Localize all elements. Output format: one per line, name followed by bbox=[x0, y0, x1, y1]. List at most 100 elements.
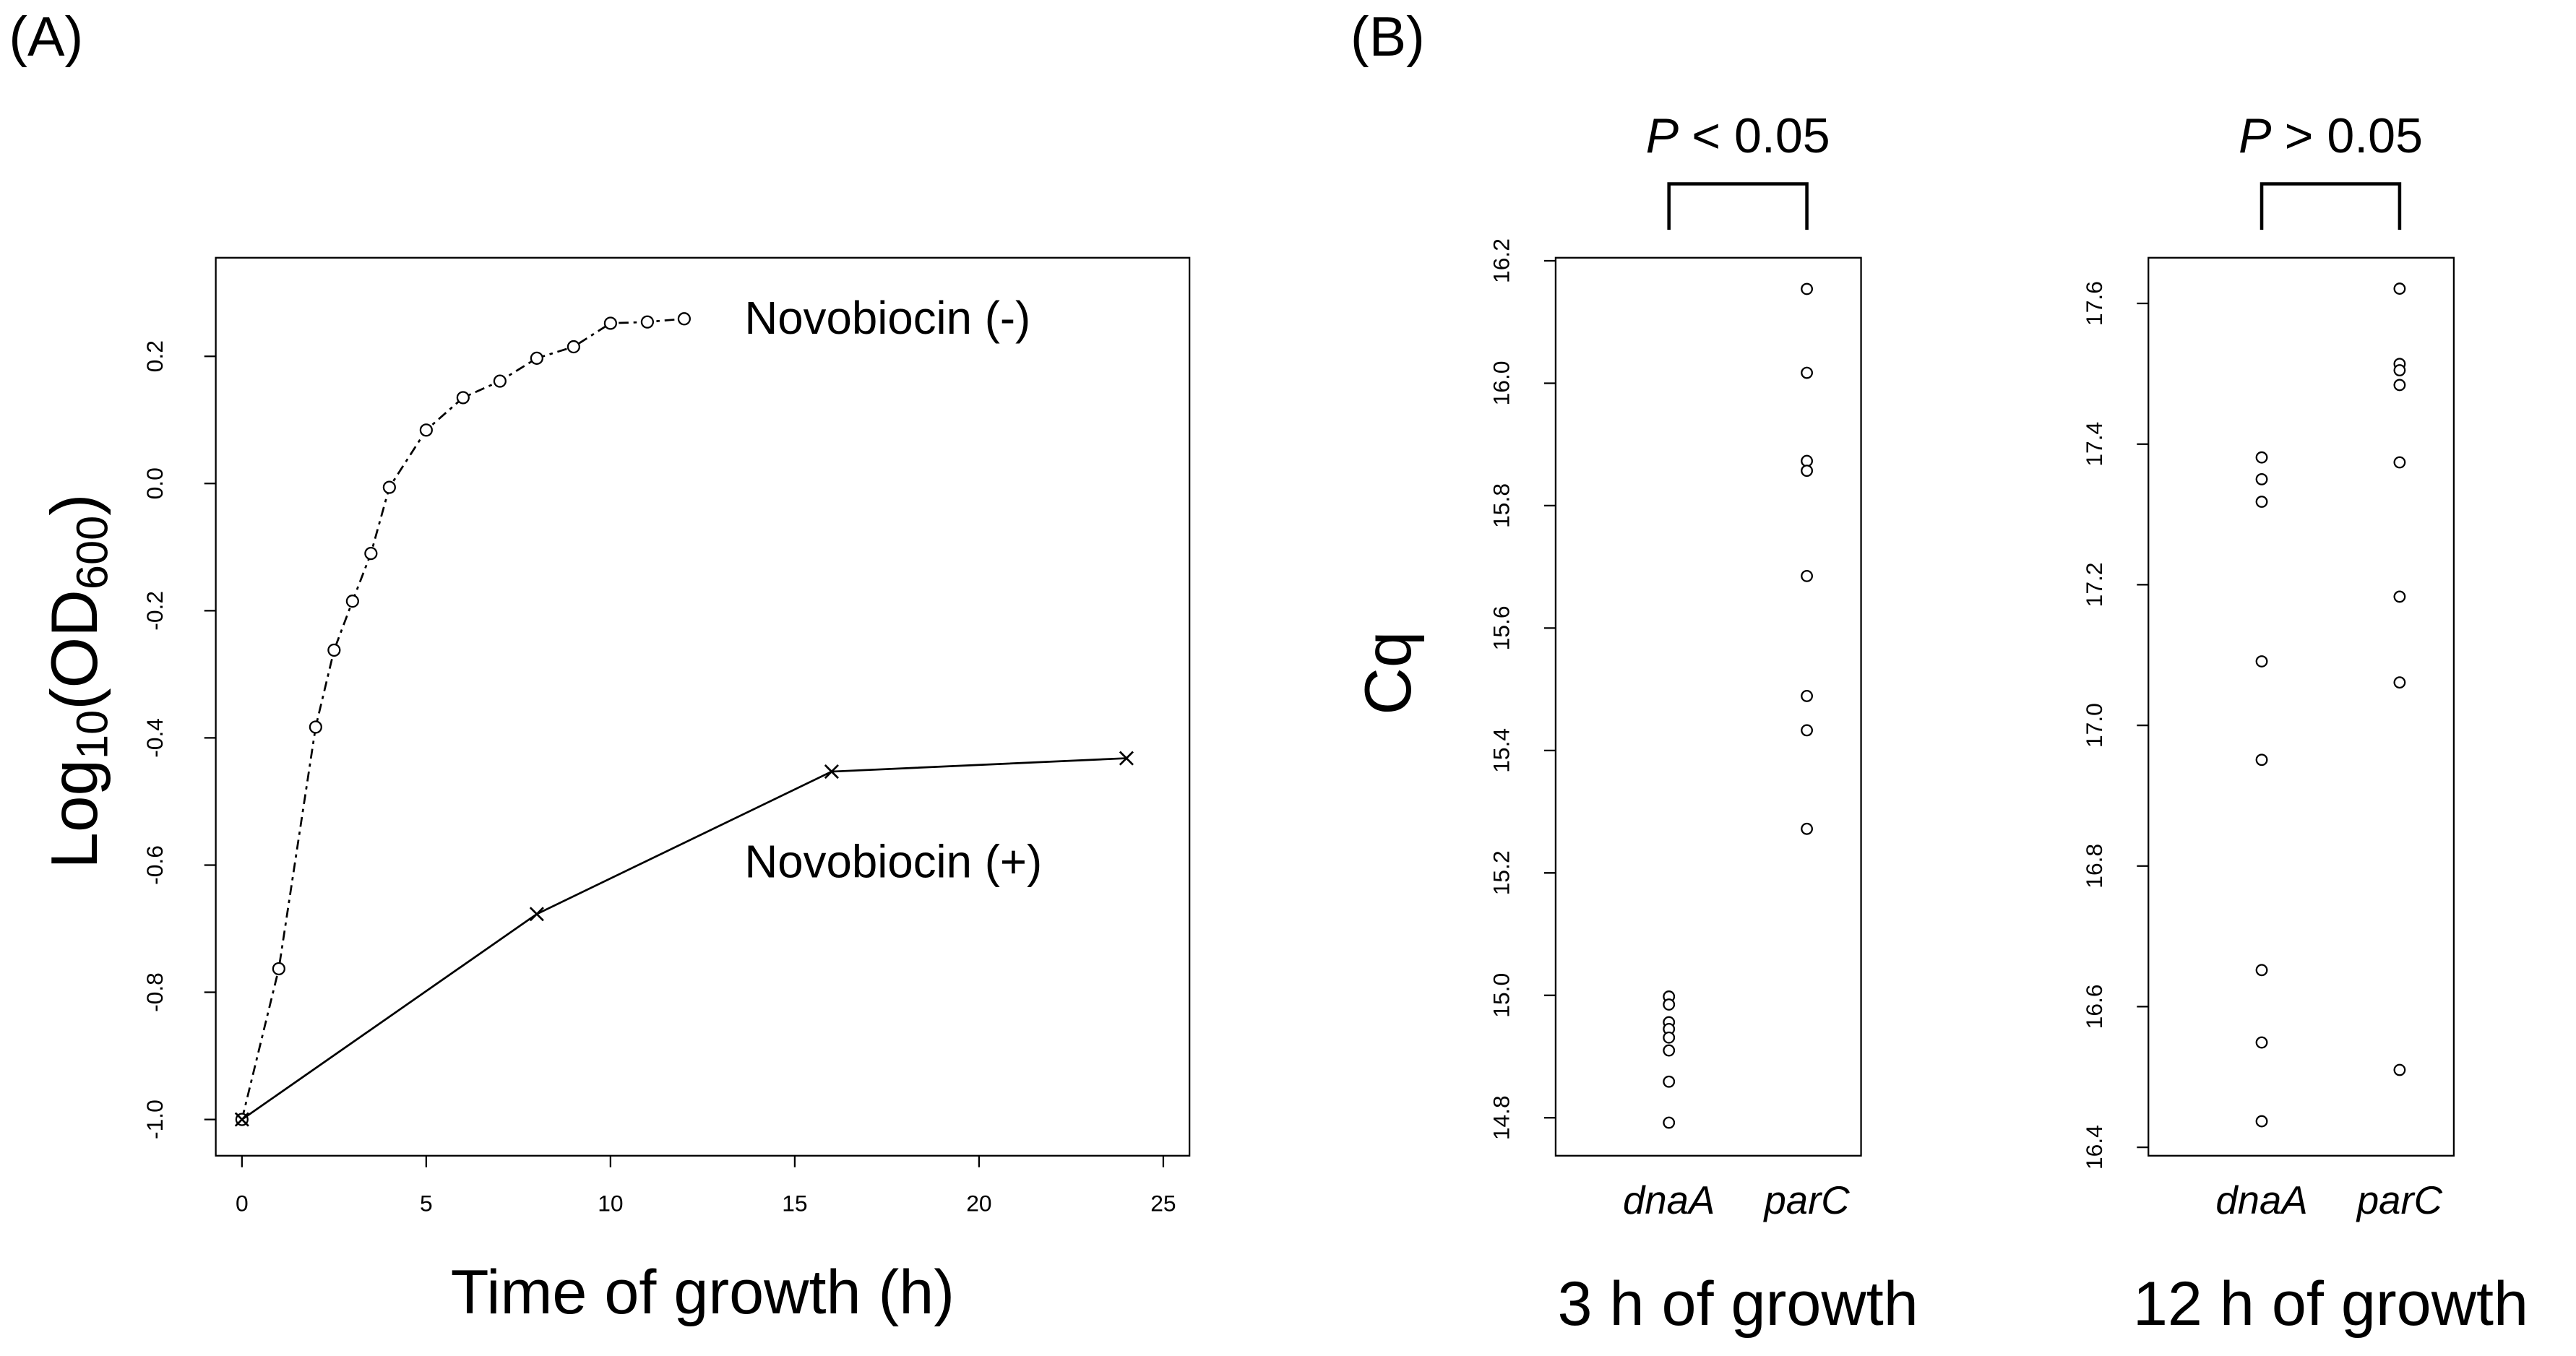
marker bbox=[677, 312, 691, 326]
marker bbox=[530, 351, 543, 365]
marker bbox=[272, 962, 285, 976]
point bbox=[1801, 282, 1813, 295]
point bbox=[1801, 724, 1813, 737]
point bbox=[2255, 753, 2268, 766]
marker bbox=[1119, 751, 1134, 766]
annotation-p: P bbox=[1646, 108, 1679, 163]
y-tick-label: 16.8 bbox=[2081, 844, 2107, 889]
point bbox=[2393, 676, 2406, 689]
y-tick-label: -0.4 bbox=[142, 718, 168, 758]
point bbox=[1801, 465, 1813, 478]
y-tick-label: 14.8 bbox=[1489, 1095, 1515, 1140]
point bbox=[1663, 998, 1676, 1011]
x-tick-label: 5 bbox=[420, 1190, 433, 1216]
y-axis-label-part: 600 bbox=[68, 516, 118, 590]
marker bbox=[382, 480, 396, 494]
point bbox=[2255, 1036, 2268, 1049]
x-tick-label: 10 bbox=[598, 1190, 623, 1216]
marker bbox=[529, 907, 544, 922]
point bbox=[2255, 472, 2268, 485]
marker bbox=[234, 1112, 249, 1127]
point bbox=[2393, 456, 2406, 469]
point bbox=[2393, 282, 2406, 295]
x-tick-label: 20 bbox=[966, 1190, 991, 1216]
series-label: Novobiocin (+) bbox=[744, 836, 1042, 887]
point bbox=[2255, 496, 2268, 508]
point bbox=[2393, 364, 2406, 376]
annotation: P < 0.05 bbox=[1646, 108, 1830, 163]
plot-box bbox=[2148, 256, 2455, 1157]
point bbox=[2255, 451, 2268, 464]
annotation-p: P bbox=[2239, 108, 2272, 163]
point bbox=[2255, 655, 2268, 668]
y-tick-label: 0.2 bbox=[142, 340, 168, 372]
x-tick-label: 15 bbox=[782, 1190, 807, 1216]
point bbox=[1801, 366, 1813, 379]
point bbox=[1663, 1044, 1676, 1057]
panel-label: (A) bbox=[9, 6, 83, 68]
y-axis-label: Cq bbox=[1352, 631, 1425, 715]
y-tick-label: 16.4 bbox=[2081, 1125, 2107, 1170]
bracket bbox=[2260, 182, 2402, 230]
y-tick-label: 15.6 bbox=[1489, 605, 1515, 650]
point bbox=[2393, 590, 2406, 603]
y-tick-label: -1.0 bbox=[142, 1100, 168, 1139]
y-tick-label: 15.8 bbox=[1489, 483, 1515, 528]
series-label: Novobiocin (-) bbox=[744, 293, 1030, 344]
x-tick-label: 25 bbox=[1150, 1190, 1176, 1216]
point bbox=[1801, 690, 1813, 702]
series-line bbox=[241, 757, 1127, 1120]
annotation: P > 0.05 bbox=[2239, 108, 2423, 163]
point bbox=[1801, 569, 1813, 582]
annotation-text: > 0.05 bbox=[2285, 108, 2423, 163]
y-axis-label-part: 10 bbox=[68, 710, 118, 759]
x-axis-label: 3 h of growth bbox=[1558, 1269, 1918, 1339]
category-label: dnaA bbox=[1623, 1178, 1715, 1222]
category-label: parC bbox=[1762, 1178, 1850, 1222]
x-tick-label: 0 bbox=[236, 1190, 249, 1216]
y-tick-label: 17.0 bbox=[2081, 703, 2107, 748]
plot-box bbox=[215, 256, 1191, 1157]
series-line bbox=[241, 317, 685, 1120]
point bbox=[1801, 454, 1813, 467]
y-tick-label: -0.2 bbox=[142, 591, 168, 631]
y-tick-label: 15.4 bbox=[1489, 728, 1515, 773]
category-label: dnaA bbox=[2215, 1178, 2307, 1222]
y-tick-label: 17.2 bbox=[2081, 562, 2107, 607]
y-tick-label: 17.4 bbox=[2081, 422, 2107, 467]
plot-box bbox=[1554, 256, 1862, 1157]
marker bbox=[824, 764, 839, 780]
y-tick-label: 16.6 bbox=[2081, 984, 2107, 1029]
y-axis-label-part: ) bbox=[38, 494, 111, 516]
y-tick-label: 16.0 bbox=[1489, 361, 1515, 406]
panel-label: (B) bbox=[1351, 6, 1425, 68]
y-tick-label: 15.0 bbox=[1489, 973, 1515, 1018]
point bbox=[1663, 1116, 1676, 1129]
x-axis-label: 12 h of growth bbox=[2133, 1269, 2528, 1339]
marker bbox=[419, 423, 433, 437]
bracket bbox=[1667, 182, 1809, 230]
marker bbox=[327, 643, 341, 657]
point bbox=[2393, 379, 2406, 392]
marker bbox=[567, 340, 580, 354]
point bbox=[1663, 1075, 1676, 1088]
y-tick-label: -0.8 bbox=[142, 972, 168, 1012]
marker bbox=[493, 374, 507, 388]
marker bbox=[456, 391, 470, 405]
marker bbox=[309, 720, 322, 734]
point bbox=[1663, 1031, 1676, 1044]
marker bbox=[603, 316, 617, 330]
y-tick-label: 16.2 bbox=[1489, 238, 1515, 283]
y-axis-label: Log10(OD600) bbox=[38, 494, 118, 869]
point bbox=[2255, 1115, 2268, 1128]
y-axis-label-part: (OD bbox=[38, 590, 111, 710]
marker bbox=[640, 315, 654, 329]
y-axis-label-part: Log bbox=[38, 759, 111, 869]
x-axis-label: Time of growth (h) bbox=[451, 1258, 955, 1327]
y-tick-label: 17.6 bbox=[2081, 281, 2107, 326]
y-tick-label: 15.2 bbox=[1489, 850, 1515, 895]
point bbox=[2393, 1063, 2406, 1076]
point bbox=[1801, 822, 1813, 835]
